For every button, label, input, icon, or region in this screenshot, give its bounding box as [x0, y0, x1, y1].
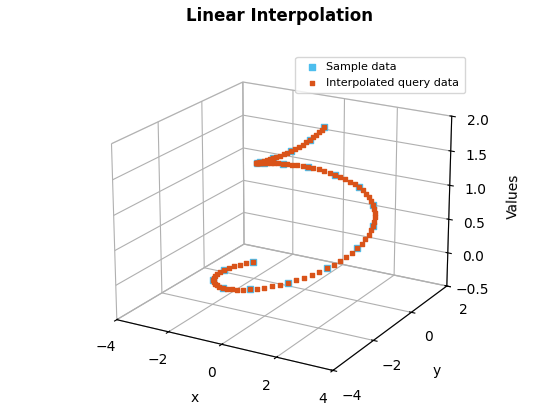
Y-axis label: y: y: [433, 364, 441, 378]
X-axis label: x: x: [190, 391, 199, 405]
Title: Linear Interpolation: Linear Interpolation: [186, 7, 374, 25]
Legend: Sample data, Interpolated query data: Sample data, Interpolated query data: [295, 57, 465, 93]
